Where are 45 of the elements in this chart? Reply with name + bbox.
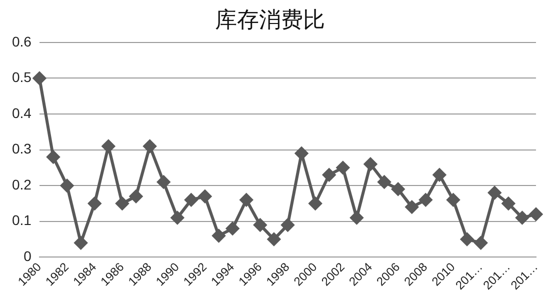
point bbox=[130, 190, 143, 203]
point bbox=[32, 72, 46, 85]
point bbox=[46, 150, 60, 164]
chart-title: 库存消费比 bbox=[215, 8, 325, 33]
point bbox=[116, 196, 129, 210]
point bbox=[295, 146, 308, 160]
point bbox=[474, 236, 488, 250]
point bbox=[322, 168, 336, 182]
point bbox=[184, 193, 198, 206]
point bbox=[254, 218, 267, 232]
point bbox=[336, 161, 350, 174]
point bbox=[198, 190, 212, 203]
point bbox=[378, 176, 391, 189]
y-tick-label: 0.6 bbox=[12, 33, 32, 50]
point bbox=[74, 236, 88, 250]
point bbox=[102, 140, 115, 153]
y-tick-label: 0.5 bbox=[12, 69, 32, 86]
point bbox=[226, 222, 240, 236]
point bbox=[432, 168, 446, 182]
point bbox=[281, 218, 294, 232]
point bbox=[419, 193, 432, 206]
y-tick-label: 0.3 bbox=[12, 140, 32, 157]
point bbox=[212, 229, 226, 242]
point bbox=[488, 186, 502, 200]
point bbox=[350, 211, 364, 224]
y-tick-label: 0.4 bbox=[12, 104, 32, 121]
point bbox=[516, 211, 529, 224]
point bbox=[143, 140, 156, 153]
y-tick-label: 0.1 bbox=[12, 212, 32, 228]
point bbox=[405, 200, 418, 214]
y-tick-label: 0.2 bbox=[12, 176, 32, 192]
point bbox=[364, 158, 377, 171]
point bbox=[267, 232, 280, 246]
y-tick-label: 0 bbox=[24, 248, 32, 264]
point bbox=[88, 196, 102, 210]
point bbox=[60, 179, 74, 192]
point bbox=[502, 196, 515, 210]
point bbox=[157, 176, 170, 189]
point bbox=[392, 182, 405, 196]
point bbox=[460, 232, 474, 246]
point bbox=[308, 196, 322, 210]
point bbox=[530, 208, 542, 221]
point bbox=[446, 193, 460, 206]
point bbox=[240, 193, 253, 206]
point bbox=[170, 211, 184, 224]
